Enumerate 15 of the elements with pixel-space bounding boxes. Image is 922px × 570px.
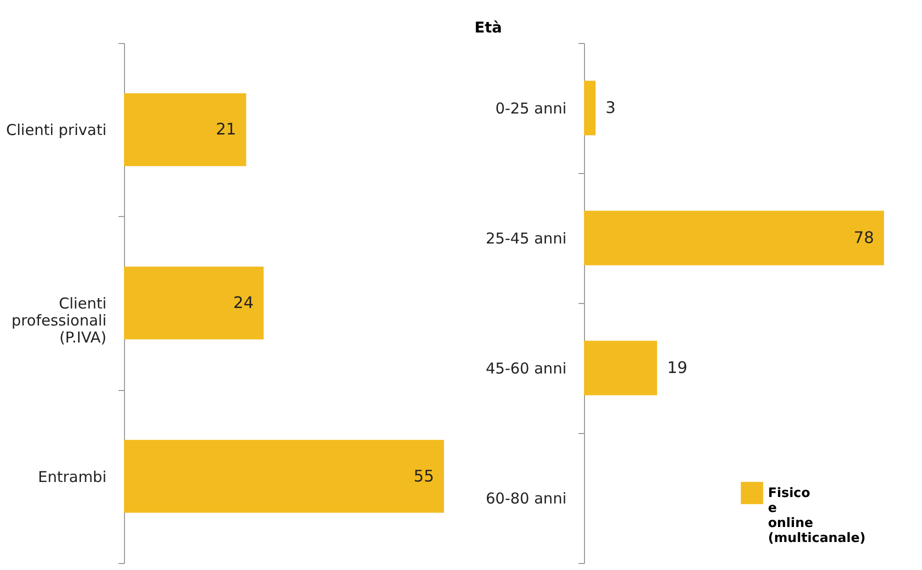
- y-tick-label: 60-80 anni: [486, 490, 566, 508]
- y-axis-title: Età: [474, 18, 502, 36]
- y-tick-label: 25-45 anni: [486, 230, 566, 248]
- data-label: 3: [606, 98, 616, 117]
- y-tick-label: 45-60 anni: [486, 360, 566, 378]
- data-label: 21: [216, 120, 236, 139]
- data-label: 19: [667, 358, 688, 377]
- y-tick-label: 0-25 anni: [495, 100, 566, 118]
- data-label: 24: [233, 293, 254, 312]
- data-label: 78: [854, 228, 874, 247]
- y-tick-label: Clienti professionali (P.IVA): [11, 294, 106, 346]
- legend-label: Fisico e online (multicanale): [768, 486, 866, 546]
- data-label: 55: [414, 466, 434, 486]
- y-tick-label: Clienti privati: [6, 121, 106, 140]
- y-tick-label: Entrambi: [38, 468, 106, 486]
